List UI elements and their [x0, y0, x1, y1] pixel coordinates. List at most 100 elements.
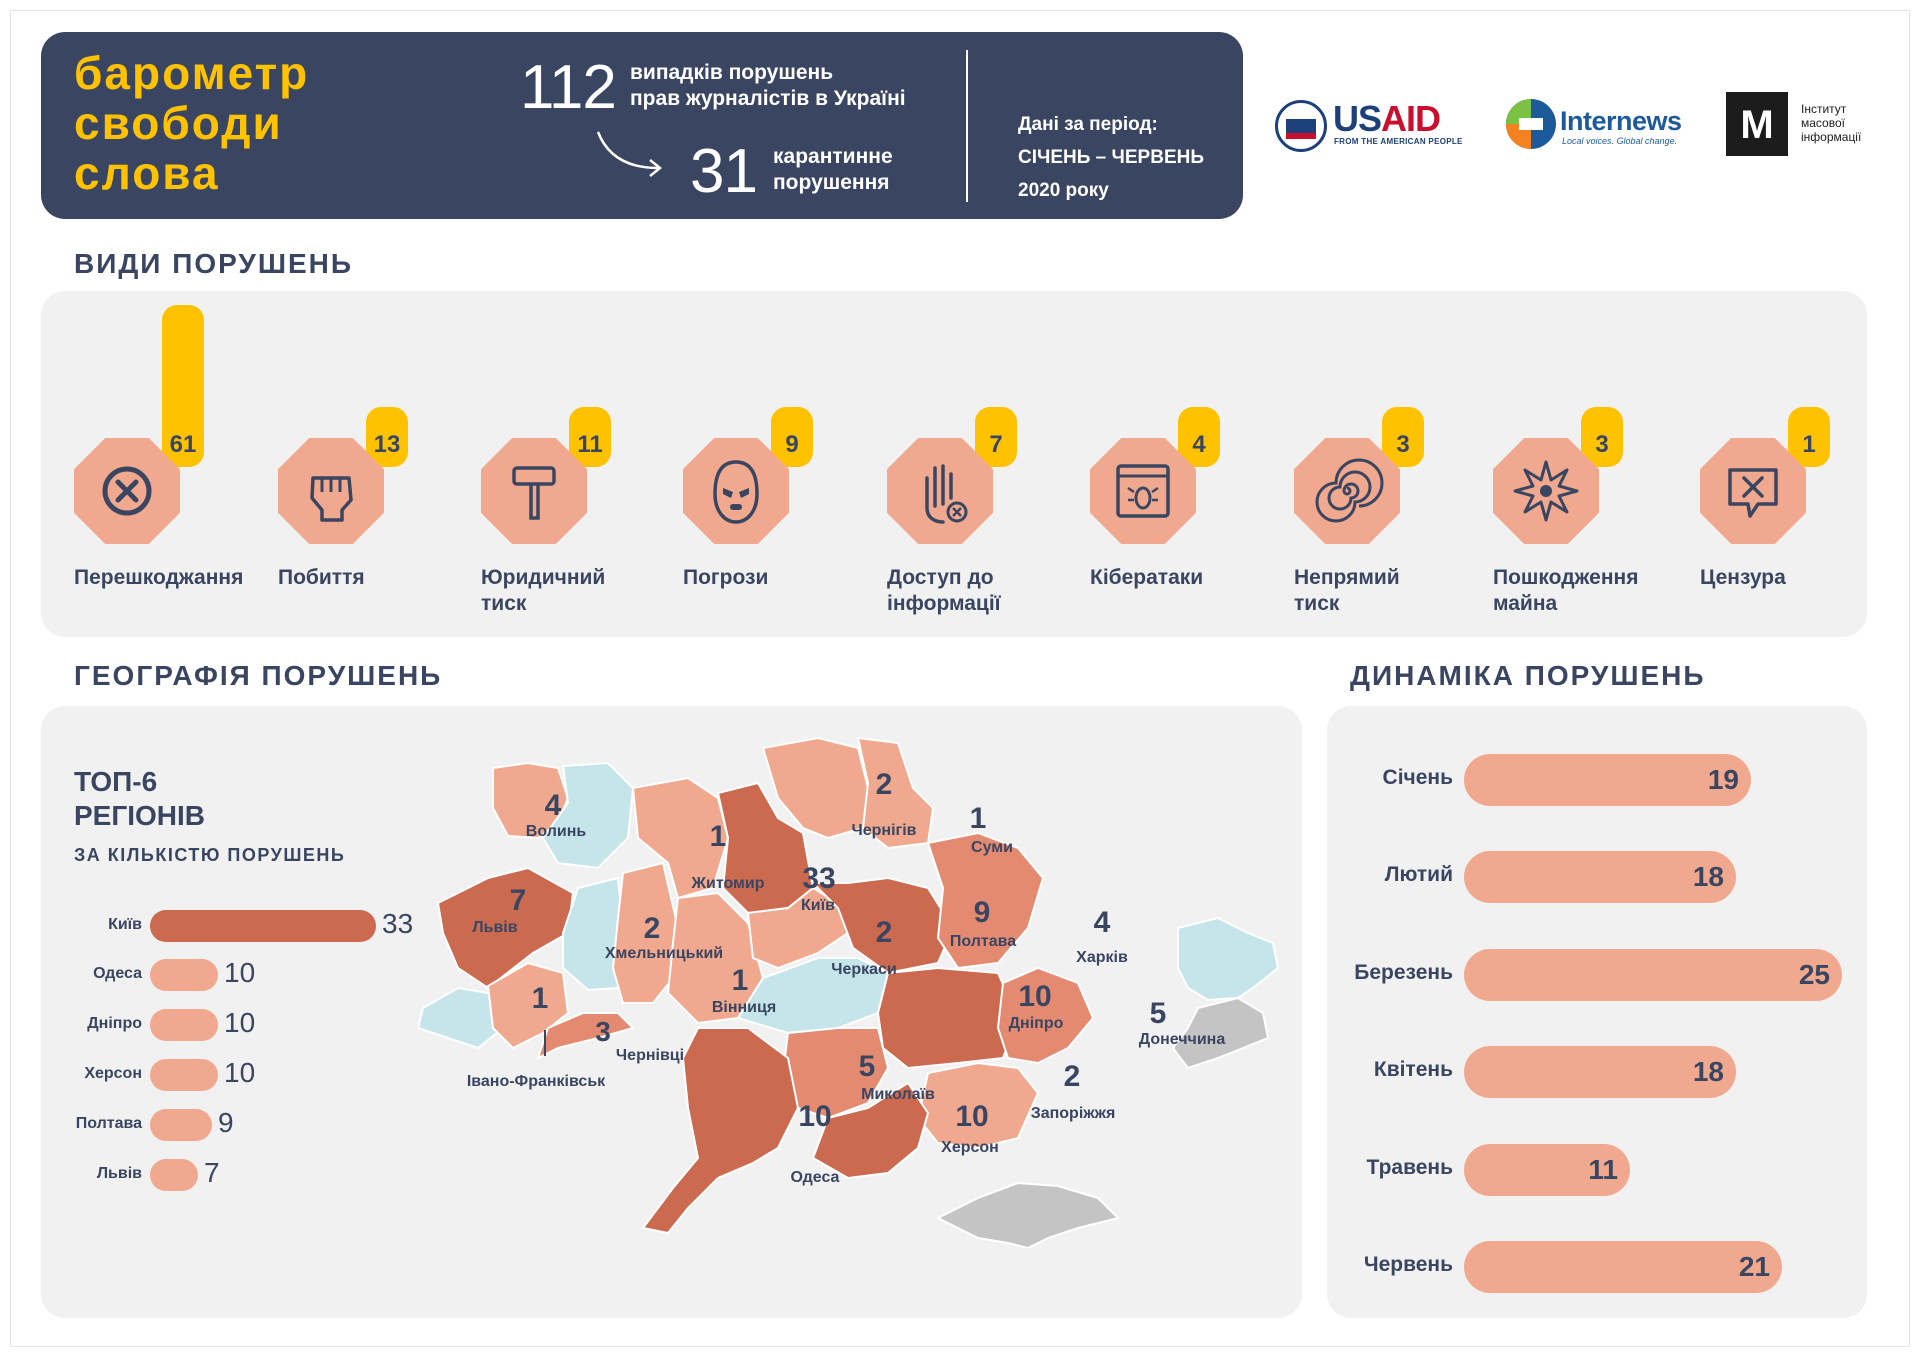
internews-mark-icon	[1506, 99, 1556, 149]
region-bar-value: 10	[224, 957, 256, 988]
header-divider	[966, 50, 968, 202]
month-label: Червень	[1363, 1253, 1453, 1276]
violation-type-value: 13	[373, 431, 401, 458]
fist-icon	[278, 438, 384, 544]
map-num-volyn: 4	[545, 789, 562, 822]
usaid-logo-part-1: US	[1333, 98, 1382, 139]
map-name-volyn: Волинь	[526, 823, 587, 840]
map-region-crimea	[935, 1181, 1120, 1248]
month-bar	[1464, 949, 1842, 1001]
region-bar	[150, 959, 218, 991]
map-region-kharkiv	[926, 831, 1045, 970]
map-region-dnipro	[876, 966, 1020, 1070]
violation-type-item: 61 Перешкоджання	[74, 303, 274, 633]
balaclava-icon	[683, 438, 789, 544]
violation-type-label: Побиття	[278, 566, 365, 589]
region-bar-value: 10	[224, 1007, 256, 1038]
total-cases-text: випадків порушень прав журналістів в Укр…	[630, 60, 906, 112]
title-line-3: слова	[74, 147, 220, 199]
dynamics-panel	[1327, 706, 1867, 1318]
map-name-chernihiv: Чернігів	[852, 822, 917, 839]
violation-type-label: Кібератаки	[1090, 566, 1204, 589]
month-label: Травень	[1366, 1156, 1453, 1179]
map-num-ivano-frankivsk: 1	[532, 982, 549, 1015]
map-region-rivne	[541, 761, 635, 870]
month-label: Квітень	[1373, 1058, 1453, 1081]
map-region-donetsk	[996, 966, 1095, 1065]
map-region-kherson	[811, 1081, 930, 1180]
internews-logo: Internews	[1560, 106, 1682, 136]
month-bar-value: 21	[1738, 1251, 1770, 1282]
violation-type-bar	[366, 407, 408, 467]
month-bar	[1464, 851, 1736, 903]
violation-type-value: 61	[169, 431, 197, 458]
map-num-zaporizhzhia: 2	[1064, 1060, 1081, 1093]
violation-type-value: 3	[1396, 431, 1410, 458]
region-bar-value: 33	[382, 908, 414, 939]
violation-type-item: 3 Пошкодження майна	[1493, 303, 1693, 633]
violation-type-item: 3 Непрямий тиск	[1294, 303, 1494, 633]
main-title: барометр свободи слова	[74, 48, 309, 198]
censored-message-icon	[1700, 438, 1806, 544]
map-region-occupied-donbas	[1171, 996, 1270, 1070]
map-num-kyiv: 33	[802, 862, 835, 895]
usaid-logo: USAID	[1333, 98, 1441, 140]
period-block: Дані за період: СІЧЕНЬ – ЧЕРВЕНЬ 2020 ро…	[1018, 108, 1204, 207]
period-label: Дані за період:	[1018, 114, 1158, 135]
map-num-khmelnytskyi: 2	[644, 912, 661, 945]
map-num-chernivtsi: 3	[595, 1016, 611, 1047]
usaid-tagline: FROM THE AMERICAN PEOPLE	[1334, 137, 1463, 146]
region-bar-value: 9	[218, 1107, 234, 1138]
map-name-donetsk: Донеччина	[1139, 1031, 1226, 1048]
month-bar	[1464, 754, 1751, 806]
top6-subtitle: ЗА КІЛЬКІСТЮ ПОРУШЕНЬ	[74, 845, 346, 865]
region-bar-value: 7	[204, 1157, 220, 1188]
violation-type-bar	[1382, 407, 1424, 467]
map-name-khmelnytskyi: Хмельницький	[605, 945, 723, 962]
violation-type-bar	[162, 305, 204, 467]
quarantine-number: 31	[690, 137, 758, 206]
map-name-mykolaiv: Миколаїв	[861, 1086, 935, 1103]
imi-logo-text: Інститут масової інформації	[1801, 102, 1862, 144]
region-bar-label: Херсон	[84, 1065, 142, 1082]
map-name-kherson: Херсон	[941, 1139, 999, 1156]
geo-section-title: ГЕОГРАФІЯ ПОРУШЕНЬ	[74, 660, 443, 691]
total-cases-number: 112	[520, 53, 617, 122]
violation-type-bar	[1788, 407, 1830, 467]
month-bar	[1464, 1144, 1630, 1196]
month-bar	[1464, 1241, 1782, 1293]
map-num-kharkiv: 4	[1094, 906, 1111, 939]
spiral-icon	[1294, 438, 1400, 544]
map-num-cherkasy: 2	[876, 916, 893, 949]
quarantine-text-line-1: карантинне	[773, 145, 893, 168]
region-bar-label: Дніпро	[87, 1015, 142, 1032]
violation-type-bar	[569, 407, 611, 467]
region-bar	[150, 910, 376, 942]
gavel-icon	[481, 438, 587, 544]
map-name-poltava: Полтава	[950, 933, 1016, 950]
violation-type-value: 9	[785, 431, 799, 458]
month-bar	[1464, 1046, 1736, 1098]
map-num-poltava: 9	[974, 896, 991, 929]
map-region-luhansk	[1177, 916, 1280, 1002]
quarantine-text: карантинне порушення	[773, 144, 893, 196]
quarantine-text-line-2: порушення	[773, 171, 890, 194]
map-region-lviv	[436, 866, 575, 990]
violation-type-value: 3	[1595, 431, 1609, 458]
title-line-1: барометр	[74, 47, 310, 99]
map-region-odesa	[641, 1027, 800, 1235]
map-name-zhytomyr: Житомир	[691, 875, 765, 892]
map-region-ternopil	[562, 876, 625, 992]
map-num-kherson: 10	[955, 1100, 988, 1133]
usaid-seal-icon	[1275, 100, 1327, 152]
map-num-chernihiv: 2	[876, 768, 893, 801]
map-region-zhytomyr	[631, 776, 730, 900]
period-months: СІЧЕНЬ – ЧЕРВЕНЬ	[1018, 147, 1204, 168]
imi-logo-icon: М	[1726, 92, 1788, 156]
region-bar-label: Київ	[108, 916, 142, 933]
month-bar-value: 18	[1692, 1056, 1724, 1087]
map-name-dnipro: Дніпро	[1009, 1015, 1064, 1032]
violation-type-item: 4 Кібератаки	[1090, 303, 1290, 633]
region-bar	[150, 1059, 218, 1091]
region-bar	[150, 1009, 218, 1041]
